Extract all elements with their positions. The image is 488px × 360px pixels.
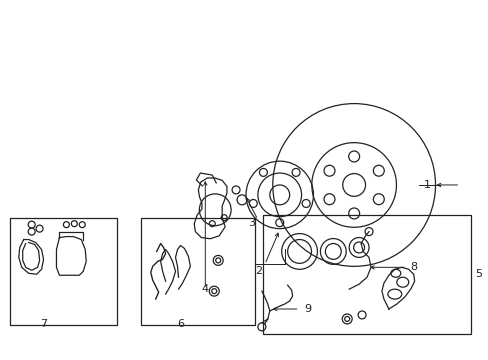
Text: 2: 2 — [254, 266, 262, 276]
Text: 4: 4 — [202, 284, 208, 294]
Text: 3: 3 — [247, 218, 254, 228]
Text: 7: 7 — [40, 319, 47, 329]
Text: 6: 6 — [177, 319, 183, 329]
Text: 9: 9 — [304, 304, 311, 314]
Text: 8: 8 — [410, 262, 417, 272]
Bar — [141, 218, 254, 325]
Text: 5: 5 — [474, 269, 481, 279]
Text: 1: 1 — [423, 180, 430, 190]
Bar — [10, 218, 117, 325]
Bar — [263, 215, 470, 334]
